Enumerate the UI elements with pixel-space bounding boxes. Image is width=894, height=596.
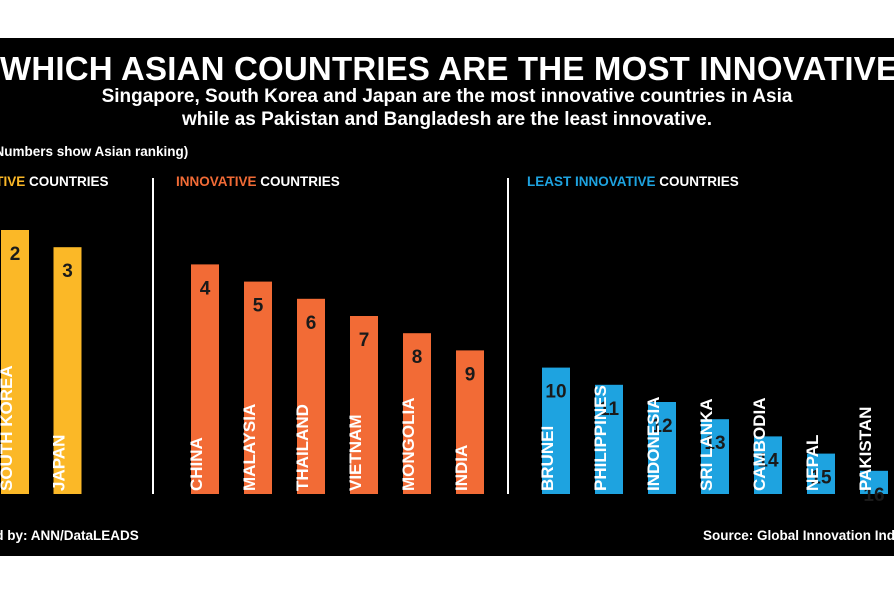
section-accent-most: MOST INNOVATIVE: [0, 174, 26, 189]
rank-label-pakistan: 16: [863, 485, 884, 506]
country-label-vietnam: VIETNAM: [346, 415, 365, 492]
page-title: WHICH ASIAN COUNTRIES ARE THE MOST INNOV…: [0, 50, 894, 87]
country-label-nepal: NEPAL: [803, 435, 822, 491]
subtitle-line-2: while as Pakistan and Bangladesh are the…: [181, 109, 713, 130]
rank-label-philippines: 11: [599, 399, 620, 420]
country-label-india: INDIA: [452, 445, 471, 491]
subtitle-line-1: Singapore, South Korea and Japan are the…: [101, 86, 793, 107]
bar-vietnam: [350, 316, 378, 494]
country-label-malaysia: MALAYSIA: [240, 404, 259, 491]
rank-label-south-korea: 2: [10, 244, 21, 265]
bar-mongolia: [403, 333, 431, 494]
country-label-indonesia: INDONESIA: [644, 397, 663, 491]
section-rest-least: COUNTRIES: [655, 174, 739, 189]
footer-compiled-by: Compiled by: ANN/DataLEADS: [0, 528, 139, 543]
country-label-japan: JAPAN: [50, 435, 69, 491]
section-accent-innovative: INNOVATIVE: [176, 174, 257, 189]
rank-label-sri-lanka: 13: [704, 433, 725, 454]
bar-cambodia: [754, 436, 782, 494]
country-label-sri-lanka: SRI LANKA: [697, 398, 716, 491]
rank-label-mongolia: 8: [412, 347, 423, 368]
rank-label-vietnam: 7: [359, 330, 370, 351]
rank-label-malaysia: 5: [253, 296, 264, 317]
rank-label-india: 9: [465, 364, 476, 385]
bar-pakistan: [860, 470, 888, 494]
bar-nepal: [807, 453, 835, 494]
rank-label-china: 4: [200, 278, 211, 299]
bar-malaysia: [244, 281, 272, 494]
country-label-south-korea: SOUTH KOREA: [0, 365, 16, 491]
bar-brunei: [542, 367, 570, 494]
bar-china: [191, 264, 219, 494]
section-heading-least: LEAST INNOVATIVE COUNTRIES: [527, 174, 739, 189]
bar-japan: [53, 247, 82, 494]
footer-source: Source: Global Innovation Index: [703, 528, 894, 543]
section-rest-innovative: COUNTRIES: [256, 174, 340, 189]
ranking-note: (Numbers show Asian ranking): [0, 144, 189, 159]
country-label-mongolia: MONGOLIA: [399, 398, 418, 492]
section-heading-innovative: INNOVATIVE COUNTRIES: [176, 174, 340, 189]
country-label-philippines: PHILIPPINES: [591, 385, 610, 491]
country-label-thailand: THAILAND: [293, 404, 312, 491]
section-heading-most: MOST INNOVATIVE COUNTRIES: [0, 174, 109, 189]
section-accent-least: LEAST INNOVATIVE: [527, 174, 656, 189]
country-label-cambodia: CAMBODIA: [750, 398, 769, 492]
section-divider: [152, 178, 154, 494]
rank-label-nepal: 15: [810, 468, 832, 489]
country-label-pakistan: PAKISTAN: [856, 407, 875, 491]
section-rest-most: COUNTRIES: [25, 174, 109, 189]
country-label-brunei: BRUNEI: [538, 426, 557, 491]
rank-label-cambodia: 14: [757, 450, 779, 471]
section-divider: [507, 178, 509, 494]
rank-label-indonesia: 12: [651, 416, 672, 437]
bar-south-korea: [1, 230, 29, 494]
bar-philippines: [595, 384, 623, 494]
infographic-panel: WHICH ASIAN COUNTRIES ARE THE MOST INNOV…: [0, 38, 894, 556]
country-label-china: CHINA: [187, 437, 206, 491]
bar-india: [456, 350, 484, 494]
rank-label-brunei: 10: [545, 382, 566, 403]
bar-indonesia: [648, 402, 676, 494]
bar-sri-lanka: [701, 419, 729, 494]
rank-label-japan: 3: [62, 261, 73, 282]
bar-thailand: [297, 298, 325, 494]
ranking-bar-chart: 2 SOUTH KOREA 3 JAPAN 4 CHINA 5 MALAYSIA 6 THAILA…: [0, 230, 888, 506]
rank-label-thailand: 6: [306, 313, 317, 334]
